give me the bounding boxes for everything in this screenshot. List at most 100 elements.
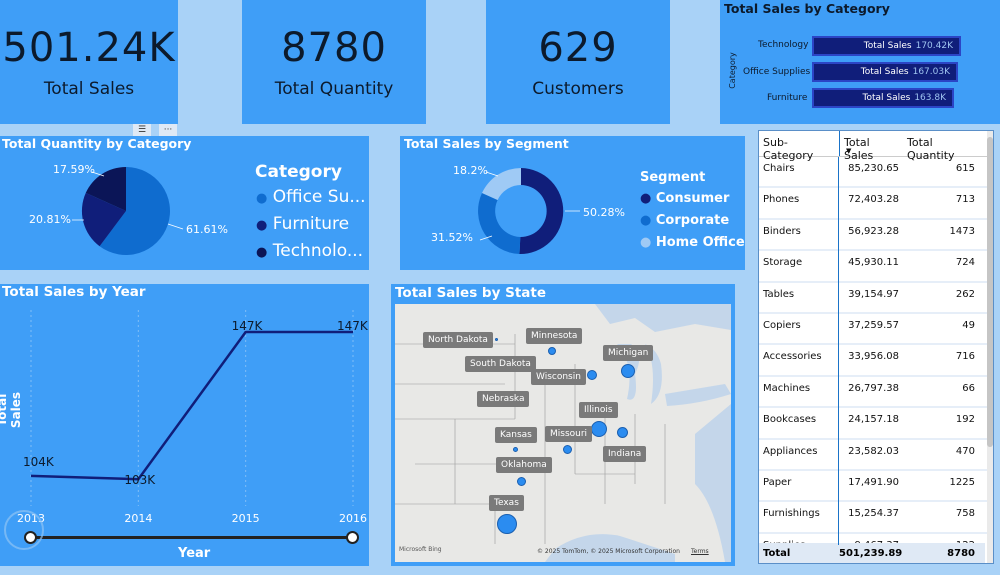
- legend-item-home[interactable]: ● Home Office: [640, 235, 745, 250]
- x-tick-label: 2014: [124, 512, 152, 525]
- map-bubble-north-dakota[interactable]: [495, 338, 498, 341]
- map-bubble-texas[interactable]: [497, 514, 517, 534]
- cell-subcategory: Furnishings: [763, 508, 820, 520]
- x-tick-label: 2015: [232, 512, 260, 525]
- legend-label-furniture: Furniture: [272, 214, 350, 234]
- sales-line[interactable]: [30, 330, 353, 481]
- kpi-customers-label: Customers: [532, 79, 624, 99]
- sales-by-segment-card: Total Sales by Segment 50.28% 31.52% 18.…: [400, 136, 745, 270]
- bar-value-1: 167.03K: [912, 67, 950, 77]
- table-row[interactable]: Furnishings 15,254.37 758: [759, 502, 993, 534]
- quantity-pie-chart: [72, 166, 184, 255]
- table-row[interactable]: Chairs 85,230.65 615: [759, 157, 993, 189]
- bar-prefix-1: Total Sales: [860, 67, 909, 77]
- data-label: 103K: [124, 473, 156, 487]
- map-attribution: © 2025 TomTom, © 2025 Microsoft Corporat…: [537, 548, 680, 555]
- map-label-wisconsin: Wisconsin: [531, 369, 586, 385]
- pie-label-office: 61.61%: [186, 223, 228, 236]
- date-slider-track[interactable]: [30, 536, 354, 539]
- table-scrollbar-thumb[interactable]: [987, 137, 993, 447]
- table-row[interactable]: Bookcases 24,157.18 192: [759, 408, 993, 440]
- table-row[interactable]: Appliances 23,582.03 470: [759, 439, 993, 471]
- bar-technology[interactable]: Total Sales 170.42K: [812, 36, 961, 56]
- legend-item-office[interactable]: ● Office Su...: [256, 187, 366, 207]
- sales-by-segment-title: Total Sales by Segment: [404, 136, 569, 151]
- map-label-minnesota: Minnesota: [526, 328, 583, 344]
- date-slider-end-handle[interactable]: [346, 531, 359, 544]
- legend-dot-furniture: ●: [256, 218, 268, 233]
- table-scrollbar[interactable]: [987, 131, 993, 563]
- map-label-oklahoma: Oklahoma: [496, 457, 552, 473]
- pie-slice-office[interactable]: [99, 167, 170, 255]
- table-row[interactable]: Copiers 37,259.57 49: [759, 313, 993, 346]
- legend-dot-office: ●: [256, 191, 268, 206]
- cell-total-quantity: 724: [955, 257, 975, 269]
- cell-subcategory: Copiers: [763, 319, 801, 331]
- copilot-icon[interactable]: [4, 510, 44, 550]
- donut-slice-corporate[interactable]: [478, 193, 521, 254]
- map-bubble-indiana[interactable]: [617, 427, 628, 438]
- map-label-north-dakota: North Dakota: [423, 332, 493, 348]
- data-label: 147K: [337, 319, 369, 333]
- table-row[interactable]: Paper 17,491.90 1225: [759, 470, 993, 503]
- cell-total-sales: 45,930.11: [848, 257, 899, 269]
- map-label-michigan: Michigan: [603, 345, 654, 361]
- map-bubble-michigan[interactable]: [621, 364, 635, 378]
- legend-dot-corporate: ●: [640, 213, 652, 228]
- pie-slice-technology[interactable]: [85, 166, 126, 211]
- map-bubble-missouri[interactable]: [563, 445, 572, 454]
- bar-value-0: 170.42K: [915, 41, 953, 51]
- cell-total-quantity: 713: [955, 194, 975, 206]
- category-axis-label: Category: [727, 52, 737, 89]
- sales-by-state-title: Total Sales by State: [395, 285, 546, 301]
- bar-office-supplies[interactable]: Total Sales 167.03K: [812, 62, 958, 82]
- legend-dot-consumer: ●: [640, 191, 652, 206]
- visual-menu-icon[interactable]: ☰: [133, 124, 151, 136]
- bar-prefix-2: Total Sales: [862, 93, 911, 103]
- map-bubble-illinois[interactable]: [591, 421, 607, 437]
- sales-by-year-card: Total Sales by Year Total Sales 104K 103K…: [0, 284, 369, 566]
- legend-item-corporate[interactable]: ● Corporate: [640, 213, 729, 228]
- donut-slice-consumer[interactable]: [519, 168, 564, 255]
- legend-label-consumer: Consumer: [655, 191, 730, 206]
- cell-total-sales: 39,154.97: [848, 288, 899, 300]
- subcategory-table: Sub-Category Total Sales ▼ Total Quantit…: [758, 130, 994, 564]
- map-bubble-kansas[interactable]: [513, 447, 518, 452]
- map-bubble-oklahoma[interactable]: [517, 477, 526, 486]
- quantity-legend-title: Category: [255, 162, 342, 182]
- cell-total-sales: 85,230.65: [848, 163, 899, 174]
- col-header-total-quantity[interactable]: Total Quantity: [907, 136, 955, 162]
- cell-total-quantity: 470: [955, 445, 975, 457]
- pie-slice-furniture[interactable]: [81, 192, 126, 247]
- legend-item-furniture[interactable]: ● Furniture: [256, 214, 349, 234]
- table-header: Sub-Category Total Sales ▼ Total Quantit…: [759, 131, 993, 162]
- table-row[interactable]: Machines 26,797.38 66: [759, 376, 993, 409]
- table-row[interactable]: Storage 45,930.11 724: [759, 251, 993, 283]
- legend-item-consumer[interactable]: ● Consumer: [640, 191, 729, 206]
- legend-label-corporate: Corporate: [655, 213, 730, 228]
- x-axis-title: Year: [178, 546, 211, 561]
- table-row[interactable]: Binders 56,923.28 1473: [759, 219, 993, 252]
- cell-total-quantity: 1473: [949, 225, 975, 237]
- cell-total-quantity: 66: [962, 382, 975, 394]
- table-row[interactable]: Tables 39,154.97 262: [759, 282, 993, 314]
- bar-furniture[interactable]: Total Sales 163.8K: [812, 88, 954, 108]
- map-bubble-minnesota[interactable]: [548, 347, 556, 355]
- cell-subcategory: Tables: [763, 288, 795, 300]
- map-label-indiana: Indiana: [603, 446, 647, 462]
- col-header-total-sales[interactable]: Total Sales ▼: [839, 131, 903, 162]
- cell-total-sales: 23,582.03: [848, 445, 899, 457]
- legend-item-technology[interactable]: ● Technolo...: [256, 241, 363, 261]
- col-header-subcategory[interactable]: Sub-Category: [763, 136, 814, 162]
- map-terms-link[interactable]: Terms: [691, 548, 709, 555]
- bar-category-label-0: Technology: [758, 40, 809, 50]
- cell-total-sales: 24,157.18: [848, 414, 899, 426]
- map-bubble-wisconsin[interactable]: [587, 370, 597, 380]
- table-row[interactable]: Accessories 33,956.08 716: [759, 345, 993, 377]
- sort-desc-icon: ▼: [846, 147, 852, 155]
- donut-slice-home[interactable]: [482, 168, 521, 200]
- table-row[interactable]: Phones 72,403.28 713: [759, 188, 993, 220]
- cell-subcategory: Binders: [763, 225, 801, 237]
- more-options-icon[interactable]: ···: [159, 124, 177, 136]
